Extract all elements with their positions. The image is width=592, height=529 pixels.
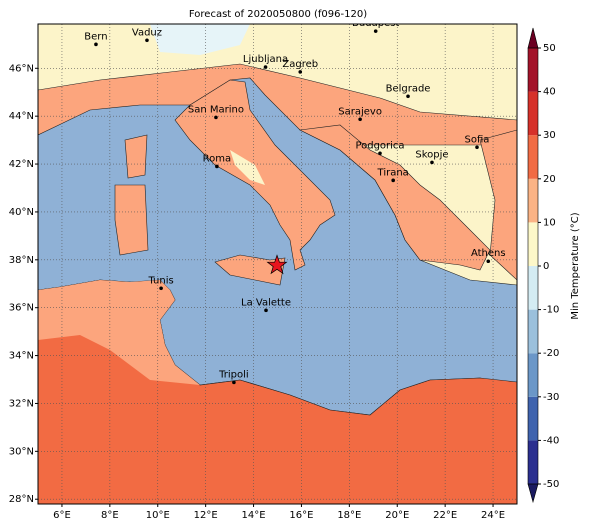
colorbar-band (528, 135, 538, 179)
colorbar-tick-label: 20 (543, 174, 556, 185)
colorbar-tick-label: 10 (543, 217, 556, 228)
city-label: Vaduz (132, 27, 162, 38)
maghreb-warm (38, 280, 200, 385)
colorbar-band (528, 266, 538, 310)
lon-tick-label: 12°E (194, 510, 218, 521)
colorbar-tick-label: -20 (543, 348, 559, 359)
lat-tick-label: 28°N (9, 494, 34, 505)
city-label: San Marino (188, 104, 244, 115)
city-dot (214, 115, 218, 120)
city-label: Tunis (147, 275, 173, 286)
colorbar-band (528, 91, 538, 136)
city-dot (145, 38, 149, 43)
city-label: Podgorica (355, 140, 404, 151)
lon-tick-label: 8°E (101, 510, 119, 521)
title: Forecast of 2020050800 (f096-120) (189, 9, 367, 20)
colorbar-label: Min Temperature (°C) (570, 212, 581, 319)
lon-tick-label: 16°E (289, 510, 313, 521)
italy-cool (230, 150, 265, 185)
colorbar-band (528, 353, 538, 397)
colorbar-band (528, 222, 538, 266)
colorbar-tick-label: -10 (543, 305, 559, 316)
grid (38, 24, 517, 504)
city-label: Skopje (415, 149, 448, 160)
city-label: La Valette (241, 297, 291, 308)
axes: 6°E 8°E 10°E 12°E 14°E 16°E 18°E 20°E 22°E 24°E 28… (9, 63, 505, 521)
lat-tick-label: 30°N (9, 446, 34, 457)
city-label: Belgrade (386, 83, 431, 94)
lat-tick-label: 46°N (9, 63, 34, 74)
lat-tick-label: 36°N (9, 303, 34, 314)
colorbar-under (527, 483, 539, 504)
city-dot (263, 65, 268, 69)
lon-tick-label: 22°E (433, 510, 457, 521)
colorbar-tick-label: 50 (543, 43, 556, 54)
city-dot (298, 70, 303, 74)
city-label: Sarajevo (338, 106, 382, 117)
lat-tick-label: 44°N (9, 111, 34, 122)
city-label: Zagreb (282, 59, 318, 70)
lon-tick-label: 14°E (242, 510, 266, 521)
colorbar-band (528, 48, 538, 92)
colorbar-tick-label: -50 (543, 479, 559, 490)
city-label: Athens (471, 248, 506, 259)
colorbar-band (528, 440, 538, 484)
city-label: Bern (84, 31, 107, 42)
location-marker (266, 254, 288, 275)
city-label: Budapest (352, 18, 399, 29)
colorbar-tick-label: -30 (543, 392, 559, 403)
lat-tick-label: 42°N (9, 159, 34, 170)
city-label: Ljubljana (243, 54, 288, 65)
map-frame (37, 23, 518, 505)
colorbar-tick-label: -40 (543, 435, 559, 446)
city-dot (430, 160, 434, 165)
lat-tick-label: 34°N (9, 351, 34, 362)
city-dot (264, 308, 268, 313)
city-label: Tirana (377, 167, 409, 178)
city-label: Roma (203, 153, 232, 164)
city-dot (378, 151, 382, 156)
colorbar-over (527, 27, 539, 49)
city-dot (391, 178, 395, 183)
city-dot (358, 117, 362, 122)
lon-tick-label: 20°E (385, 510, 409, 521)
city-dot (94, 42, 98, 47)
lon-tick-label: 10°E (146, 510, 170, 521)
colorbar-band (528, 178, 538, 223)
lat-tick-label: 38°N (9, 255, 34, 266)
city-dot (486, 259, 491, 264)
turkey (479, 129, 517, 281)
alpine-area (150, 24, 250, 55)
lon-tick-label: 24°E (481, 510, 505, 521)
city-dot (373, 29, 378, 33)
city-dot (406, 94, 410, 99)
sardinia (114, 184, 149, 256)
lon-tick-label: 18°E (337, 510, 361, 521)
colorbar-tick-label: 40 (543, 87, 556, 98)
city-dot (215, 164, 219, 169)
colorbar-tick-label: 0 (543, 261, 549, 272)
lon-tick-label: 6°E (53, 510, 71, 521)
balkans (298, 124, 491, 271)
city-label: Tripoli (218, 369, 249, 380)
colorbar-band (528, 396, 538, 441)
city-dot (232, 380, 236, 385)
lat-tick-label: 40°N (9, 207, 34, 218)
city-dot (475, 145, 479, 150)
corsica (124, 134, 148, 179)
city-dot (159, 286, 163, 291)
colorbar-band (528, 309, 538, 354)
colorbar-tick-label: 30 (543, 130, 556, 141)
city-label: Sofia (465, 134, 490, 145)
lat-tick-label: 32°N (9, 398, 34, 409)
colorbar: -50 -40 -30 -20 -10 0 10 20 30 40 50 (527, 27, 559, 504)
